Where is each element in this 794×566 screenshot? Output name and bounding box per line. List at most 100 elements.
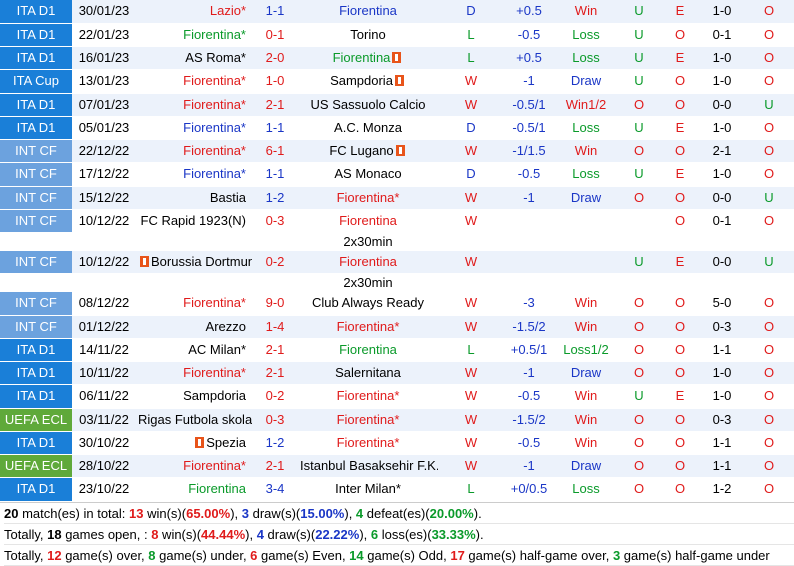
home-team-cell[interactable]: Arezzo	[136, 315, 252, 339]
score-cell[interactable]: 0-3	[252, 209, 298, 234]
away-team-cell[interactable]: Fiorentina	[298, 46, 438, 71]
competition-cell[interactable]: INT CF	[0, 162, 72, 187]
home-team-cell[interactable]: Fiorentina*	[136, 454, 252, 479]
score-cell[interactable]: 1-1	[252, 116, 298, 141]
away-team-cell[interactable]: Fiorentina*	[298, 408, 438, 432]
home-team-cell[interactable]: Fiorentina*	[136, 69, 252, 94]
competition-cell[interactable]: ITA D1	[0, 384, 72, 409]
score-cell[interactable]: 2-1	[252, 338, 298, 363]
score-cell[interactable]: 2-1	[252, 93, 298, 117]
match-row[interactable]: ITA D1 30/10/22 Spezia 1-2 Fiorentina* W -0.5 W…	[0, 431, 794, 456]
match-row[interactable]: INT CF 10/12/22 Borussia Dortmund(N) 0-2 Fio…	[0, 250, 794, 275]
match-row[interactable]: ITA D1 30/01/23 Lazio* 1-1 Fiorentina D +0.5 Wi…	[0, 0, 794, 24]
score-cell[interactable]: 1-4	[252, 315, 298, 339]
match-row[interactable]: ITA D1 10/11/22 Fiorentina* 2-1 Salernitana W…	[0, 361, 794, 386]
competition-cell[interactable]: ITA D1	[0, 431, 72, 456]
away-team-cell[interactable]: Fiorentina*	[298, 186, 438, 210]
competition-cell[interactable]: INT CF	[0, 250, 72, 275]
away-team-cell[interactable]: Fiorentina*	[298, 315, 438, 339]
competition-cell[interactable]: INT CF	[0, 186, 72, 210]
home-team-cell[interactable]: Bastia	[136, 186, 252, 210]
score-cell[interactable]: 2-1	[252, 361, 298, 386]
competition-cell[interactable]: INT CF	[0, 315, 72, 339]
away-team-cell[interactable]: Istanbul Basaksehir F.K.	[298, 454, 438, 479]
home-team-cell[interactable]: Rigas Futbola skola	[136, 408, 252, 432]
match-row[interactable]: INT CF 22/12/22 Fiorentina* 6-1 FC Lugano W -1…	[0, 139, 794, 164]
away-team-cell[interactable]: Club Always Ready	[298, 291, 438, 316]
score-cell[interactable]: 2-1	[252, 454, 298, 479]
competition-cell[interactable]: ITA D1	[0, 93, 72, 117]
home-team-cell[interactable]: Borussia Dortmund(N)	[136, 250, 252, 275]
away-team-cell[interactable]: US Sassuolo Calcio	[298, 93, 438, 117]
competition-cell[interactable]: ITA D1	[0, 361, 72, 386]
home-team-cell[interactable]: AS Roma*	[136, 46, 252, 71]
away-team-cell[interactable]: FC Lugano	[298, 139, 438, 164]
score-cell[interactable]: 1-1	[252, 162, 298, 187]
away-team-cell[interactable]: A.C. Monza	[298, 116, 438, 141]
away-team-cell[interactable]: Fiorentina	[298, 209, 438, 234]
away-team-cell[interactable]: Fiorentina*	[298, 384, 438, 409]
away-team-cell[interactable]: Fiorentina	[298, 0, 438, 24]
competition-cell[interactable]: ITA D1	[0, 477, 72, 502]
competition-cell[interactable]: ITA D1	[0, 46, 72, 71]
match-row[interactable]: ITA D1 07/01/23 Fiorentina* 2-1 US Sassuolo …	[0, 93, 794, 117]
home-team-cell[interactable]: Fiorentina*	[136, 361, 252, 386]
home-team-cell[interactable]: Lazio*	[136, 0, 252, 24]
home-team-cell[interactable]: Spezia	[136, 431, 252, 456]
match-row[interactable]: ITA D1 16/01/23 AS Roma* 2-0 Fiorentina L +0.5…	[0, 46, 794, 71]
home-team-cell[interactable]: Fiorentina*	[136, 23, 252, 48]
match-row[interactable]: ITA D1 05/01/23 Fiorentina* 1-1 A.C. Monza D -…	[0, 116, 794, 141]
away-team-cell[interactable]: AS Monaco	[298, 162, 438, 187]
away-team-cell[interactable]: Salernitana	[298, 361, 438, 386]
home-team-cell[interactable]: AC Milan*	[136, 338, 252, 363]
score-cell[interactable]: 6-1	[252, 139, 298, 164]
match-row[interactable]: ITA D1 14/11/22 AC Milan* 2-1 Fiorentina L +0.…	[0, 338, 794, 363]
home-team-cell[interactable]: Sampdoria	[136, 384, 252, 409]
competition-cell[interactable]: INT CF	[0, 209, 72, 234]
score-cell[interactable]: 2-0	[252, 46, 298, 71]
score-cell[interactable]: 0-3	[252, 408, 298, 432]
competition-cell[interactable]: UEFA ECL	[0, 408, 72, 432]
match-row[interactable]: INT CF 17/12/22 Fiorentina* 1-1 AS Monaco D -0…	[0, 162, 794, 187]
match-row[interactable]: INT CF 10/12/22 FC Rapid 1923(N) 0-3 Fiorent…	[0, 209, 794, 234]
home-team-cell[interactable]: Fiorentina*	[136, 93, 252, 117]
score-cell[interactable]: 1-2	[252, 431, 298, 456]
away-team-cell[interactable]: Torino	[298, 23, 438, 48]
competition-cell[interactable]: INT CF	[0, 139, 72, 164]
score-cell[interactable]: 1-0	[252, 69, 298, 94]
home-team-cell[interactable]: Fiorentina*	[136, 116, 252, 141]
score-cell[interactable]: 0-2	[252, 384, 298, 409]
score-cell[interactable]: 3-4	[252, 477, 298, 502]
match-row[interactable]: INT CF 01/12/22 Arezzo 1-4 Fiorentina* W -1.5/…	[0, 315, 794, 339]
home-team-cell[interactable]: Fiorentina	[136, 477, 252, 502]
match-row[interactable]: UEFA ECL 28/10/22 Fiorentina* 2-1 Istanbul B…	[0, 454, 794, 479]
competition-cell[interactable]: ITA D1	[0, 0, 72, 24]
match-row[interactable]: INT CF 15/12/22 Bastia 1-2 Fiorentina* W -1 Dra…	[0, 186, 794, 210]
competition-cell[interactable]: ITA Cup	[0, 69, 72, 94]
competition-cell[interactable]: ITA D1	[0, 338, 72, 363]
away-team-cell[interactable]: Fiorentina	[298, 250, 438, 275]
away-team-cell[interactable]: Inter Milan*	[298, 477, 438, 502]
competition-cell[interactable]: ITA D1	[0, 116, 72, 141]
away-team-cell[interactable]: Sampdoria	[298, 69, 438, 94]
match-row[interactable]: INT CF 08/12/22 Fiorentina* 9-0 Club Always …	[0, 291, 794, 316]
competition-cell[interactable]: ITA D1	[0, 23, 72, 48]
score-cell[interactable]: 9-0	[252, 291, 298, 316]
home-team-cell[interactable]: Fiorentina*	[136, 162, 252, 187]
match-row[interactable]: UEFA ECL 03/11/22 Rigas Futbola skola 0-3 Fi…	[0, 408, 794, 432]
match-row[interactable]: ITA D1 23/10/22 Fiorentina 3-4 Inter Milan* L…	[0, 477, 794, 502]
home-team-cell[interactable]: Fiorentina*	[136, 139, 252, 164]
home-team-cell[interactable]: Fiorentina*	[136, 291, 252, 316]
competition-cell[interactable]: INT CF	[0, 291, 72, 316]
match-row[interactable]: ITA D1 06/11/22 Sampdoria 0-2 Fiorentina* W -0…	[0, 384, 794, 409]
score-cell[interactable]: 0-1	[252, 23, 298, 48]
match-row[interactable]: ITA Cup 13/01/23 Fiorentina* 1-0 Sampdoria W -…	[0, 69, 794, 94]
competition-cell[interactable]: UEFA ECL	[0, 454, 72, 479]
score-cell[interactable]: 0-2	[252, 250, 298, 275]
home-team-cell[interactable]: FC Rapid 1923(N)	[136, 209, 252, 234]
match-row[interactable]: ITA D1 22/01/23 Fiorentina* 0-1 Torino L -0.5 L…	[0, 23, 794, 48]
away-team-cell[interactable]: Fiorentina*	[298, 431, 438, 456]
score-cell[interactable]: 1-2	[252, 186, 298, 210]
score-cell[interactable]: 1-1	[252, 0, 298, 24]
away-team-cell[interactable]: Fiorentina	[298, 338, 438, 363]
